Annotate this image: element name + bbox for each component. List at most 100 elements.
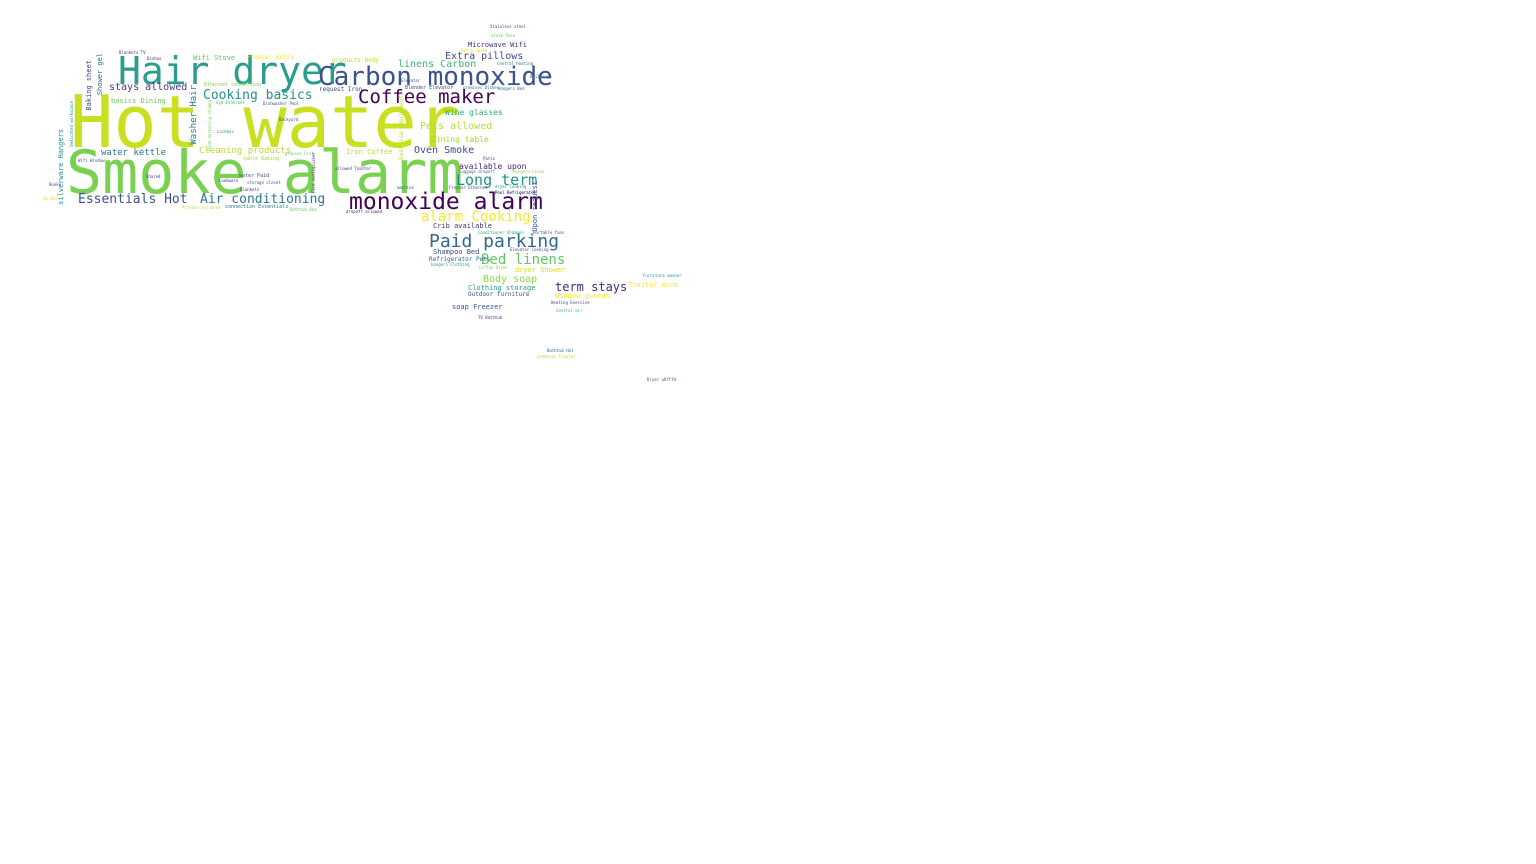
word: Coffee Dryer	[479, 265, 508, 270]
word: Long term	[456, 171, 538, 189]
word: monoxide alarm	[349, 189, 543, 215]
word: Smoke alarm	[66, 138, 464, 208]
word: Room-darkening shades	[207, 100, 212, 151]
word: Ethernet connection	[204, 82, 262, 88]
word: basics Dining	[111, 97, 166, 105]
word: Elevator Cooking	[510, 247, 549, 252]
word: Hot water	[70, 80, 461, 164]
word: Elevator	[401, 78, 421, 83]
word: Dedicated workspace	[69, 101, 74, 147]
word: Hair dryer	[118, 49, 347, 93]
word: Wifi Window	[78, 158, 105, 163]
word: Paid parking	[429, 231, 560, 252]
word: Toaster Wine	[628, 281, 679, 289]
word: available upon	[459, 162, 527, 171]
word: term stays	[555, 280, 628, 294]
word: Stainless steel	[490, 24, 527, 29]
word: allowed Toaster	[335, 166, 372, 171]
word: Exercise equipment	[398, 95, 405, 161]
word: Freezer Extra	[247, 54, 294, 61]
word: Washer Hair	[189, 85, 199, 145]
word: Clothing storage	[468, 284, 536, 292]
word: Extra space	[461, 48, 488, 53]
word: dryer Shower	[515, 266, 566, 274]
word: Portable fans	[533, 230, 565, 235]
word: soap Freezer	[452, 303, 503, 311]
word: Oven Smoke	[414, 145, 475, 156]
word: Building	[530, 74, 550, 79]
word: hangers Clothing	[431, 262, 470, 267]
word: products Body	[332, 57, 379, 64]
word: Coffee maker	[358, 86, 496, 108]
word: Baking sheet	[85, 60, 93, 111]
word: Bed linens	[481, 252, 566, 268]
word: dryer Cooking	[495, 184, 527, 189]
word: Cooking basics	[203, 88, 313, 103]
word: premises Toaster	[537, 354, 576, 359]
word: alarm Cooking	[421, 209, 531, 225]
word: Central air	[556, 308, 583, 313]
word: Conditioner Shampoo	[478, 230, 524, 235]
word: Central heating	[497, 61, 534, 66]
word: linens Carbon	[398, 59, 477, 70]
word: Extra pillows	[445, 51, 524, 62]
word: Books	[49, 182, 62, 187]
word: Patio	[483, 156, 496, 161]
word: Upon request	[531, 181, 539, 232]
word: Backyard	[279, 117, 299, 122]
word: Freezer Ethernet	[449, 185, 488, 190]
word: Tv Dvr	[43, 196, 58, 201]
word: Lockbox	[217, 129, 234, 134]
word: Pool Refrigerator	[495, 190, 536, 195]
word: dropoff allowed	[346, 209, 383, 214]
word: Pool Refrigerator	[495, 190, 536, 195]
word: Shared	[146, 174, 161, 179]
word: glasses Crib	[285, 151, 314, 156]
word: Shampoo Bed	[433, 248, 480, 256]
word: Gym Ethernet	[216, 100, 245, 105]
word: Carbon monoxide	[318, 62, 553, 92]
word: Crib available	[433, 222, 493, 230]
word: Hangers Bed	[498, 86, 525, 91]
word: Bathtub Hot	[547, 348, 574, 353]
word: Dishes	[147, 56, 162, 61]
word: Blender Elevator	[405, 85, 454, 91]
word: Refrigerator Pets	[429, 256, 491, 263]
word: Cleaning products	[199, 146, 292, 156]
word: premises Dishes	[463, 85, 500, 90]
word: Cookware	[219, 178, 239, 183]
word: Fire extinguisher	[311, 152, 316, 193]
word: TV Bathtub	[478, 315, 503, 320]
word: stays allowed	[109, 82, 188, 93]
word: Private entrance	[182, 205, 221, 210]
word: Outdoor furniture	[468, 291, 530, 298]
word: Wine glasses	[445, 108, 503, 117]
word: Blankets TV	[119, 50, 146, 55]
word: water kettle	[101, 148, 167, 158]
word: Microwave Wifi	[468, 41, 528, 49]
word: Essentials Hot	[78, 192, 188, 207]
word: water Paid	[239, 173, 270, 179]
word: Window guards	[555, 292, 610, 300]
word: Bathtub Bed	[290, 207, 317, 212]
word: table Baking	[243, 156, 280, 162]
word: silverware Hangers	[57, 129, 65, 205]
word: Dishwasher Pool	[263, 101, 300, 106]
word: Dining table	[431, 135, 489, 144]
word: Air conditioning	[200, 192, 326, 207]
word: Heating Exercise	[551, 300, 590, 305]
word: Pets allowed	[420, 121, 493, 132]
word: Blankets	[240, 187, 260, 192]
word: alarm Oven	[491, 33, 516, 38]
word: machine	[397, 185, 414, 190]
word: storage closet	[247, 180, 281, 185]
word: Furniture washer	[643, 273, 682, 278]
word: Wifi Stove	[193, 54, 236, 62]
word: request Iron	[319, 86, 363, 93]
word: Hangers Linen	[513, 169, 545, 174]
word: Dryer ußfffd	[647, 377, 676, 382]
word: Shower gel	[96, 53, 104, 96]
word: Iron Coffee	[346, 148, 393, 156]
word: connection Essentials	[225, 204, 289, 210]
